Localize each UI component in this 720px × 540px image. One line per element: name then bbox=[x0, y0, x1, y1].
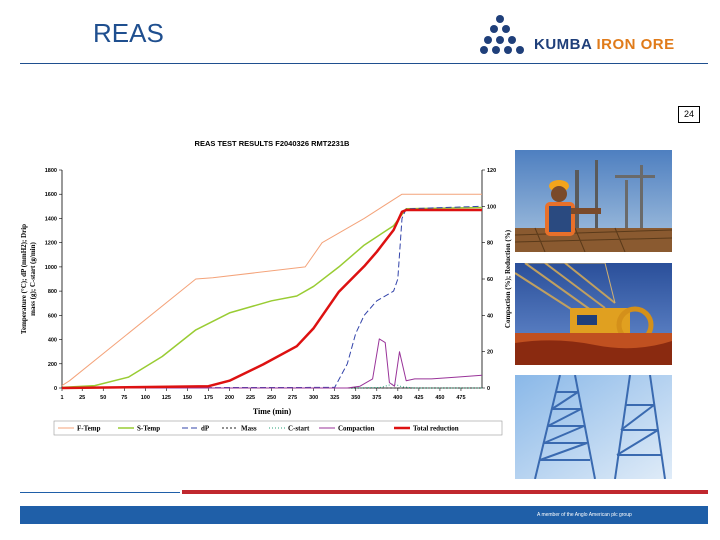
page-number: 24 bbox=[678, 106, 700, 123]
series-line-compaction bbox=[62, 338, 483, 389]
legend-label: dP bbox=[201, 425, 210, 433]
chart-title: REAS TEST RESULTS F2040326 RMT2231B bbox=[195, 139, 350, 148]
x-tick-label: 225 bbox=[246, 395, 255, 401]
x-tick-label: 300 bbox=[309, 395, 318, 401]
footer-text: A member of the Anglo American plc group bbox=[537, 512, 632, 518]
series-line-dp bbox=[61, 205, 483, 389]
logo-word-iron-ore: IRON ORE bbox=[596, 36, 675, 53]
y-tick-right-label: 60 bbox=[487, 277, 493, 283]
legend-label: C-start bbox=[288, 425, 310, 433]
kumba-logo-icon bbox=[480, 15, 524, 54]
x-tick-label: 100 bbox=[141, 395, 150, 401]
x-axis-label: Time (min) bbox=[253, 407, 292, 416]
x-tick-label: 175 bbox=[204, 395, 213, 401]
y-tick-left-label: 200 bbox=[48, 362, 57, 368]
photo-reclaimer bbox=[515, 263, 672, 365]
series-line-total-reduction bbox=[61, 208, 482, 390]
y-tick-left-label: 1000 bbox=[45, 265, 57, 271]
y-tick-right-label: 40 bbox=[487, 313, 493, 319]
x-tick-label: 1 bbox=[60, 395, 63, 401]
x-tick-label: 325 bbox=[330, 395, 339, 401]
y-tick-right-label: 120 bbox=[487, 168, 496, 174]
reclaimer-machine-photo bbox=[515, 263, 672, 365]
x-tick-label: 400 bbox=[393, 395, 402, 401]
y-tick-right-label: 80 bbox=[487, 241, 493, 247]
y-tick-right-label: 0 bbox=[487, 386, 490, 392]
y-tick-right-label: 20 bbox=[487, 350, 493, 356]
header-divider bbox=[20, 63, 708, 64]
y-axis-left-label: Temperature (°C); dP (mmH2); Dripmass (g… bbox=[20, 224, 37, 334]
x-tick-label: 450 bbox=[435, 395, 444, 401]
y-tick-left-label: 800 bbox=[48, 289, 57, 295]
worker-with-hard-hat-photo bbox=[515, 150, 672, 252]
x-tick-label: 250 bbox=[267, 395, 276, 401]
x-tick-label: 25 bbox=[79, 395, 85, 401]
footer-bar bbox=[20, 506, 708, 524]
x-tick-label: 200 bbox=[225, 395, 234, 401]
x-tick-label: 125 bbox=[162, 395, 171, 401]
y-tick-left-label: 0 bbox=[54, 386, 57, 392]
series-line-s-temp bbox=[61, 206, 483, 389]
footer-red-stripe bbox=[182, 490, 708, 494]
x-tick-label: 475 bbox=[456, 395, 465, 401]
y-tick-left-label: 1200 bbox=[45, 241, 57, 247]
legend-label: Compaction bbox=[338, 425, 375, 433]
y-tick-left-label: 400 bbox=[48, 338, 57, 344]
logo-wordmark: KUMBA IRON ORE bbox=[534, 36, 675, 53]
photo-worker bbox=[515, 150, 672, 252]
y-tick-left-label: 1600 bbox=[45, 192, 57, 198]
x-tick-label: 75 bbox=[121, 395, 127, 401]
reas-test-chart: REAS TEST RESULTS F2040326 RMT2231B02004… bbox=[20, 139, 512, 436]
photo-tower bbox=[515, 375, 672, 479]
x-tick-label: 425 bbox=[414, 395, 423, 401]
legend-label: F-Temp bbox=[77, 425, 101, 433]
y-tick-right-label: 100 bbox=[487, 204, 496, 210]
x-tick-label: 275 bbox=[288, 395, 297, 401]
y-axis-left-label-line1: Temperature (°C); dP (mmH2); Drip bbox=[20, 224, 28, 334]
y-axis-left-label-line2: mass (g); C-start (g/min) bbox=[29, 241, 37, 315]
y-axis-right-label: Compaction (%); Reduction (%) bbox=[504, 229, 512, 328]
steel-tower-photo bbox=[515, 375, 672, 479]
y-tick-left-label: 1800 bbox=[45, 168, 57, 174]
x-tick-label: 50 bbox=[100, 395, 106, 401]
y-tick-left-label: 600 bbox=[48, 313, 57, 319]
series-line-f-temp bbox=[61, 193, 482, 387]
x-tick-label: 150 bbox=[183, 395, 192, 401]
logo-word-kumba: KUMBA bbox=[534, 36, 592, 53]
x-tick-label: 350 bbox=[351, 395, 360, 401]
footer-top-line bbox=[20, 492, 180, 493]
y-tick-left-label: 1400 bbox=[45, 216, 57, 222]
legend-label: S-Temp bbox=[137, 425, 160, 433]
legend-label: Mass bbox=[241, 425, 257, 433]
legend-label: Total reduction bbox=[413, 425, 459, 433]
x-tick-label: 375 bbox=[372, 395, 381, 401]
slide-title: REAS bbox=[93, 18, 164, 48]
